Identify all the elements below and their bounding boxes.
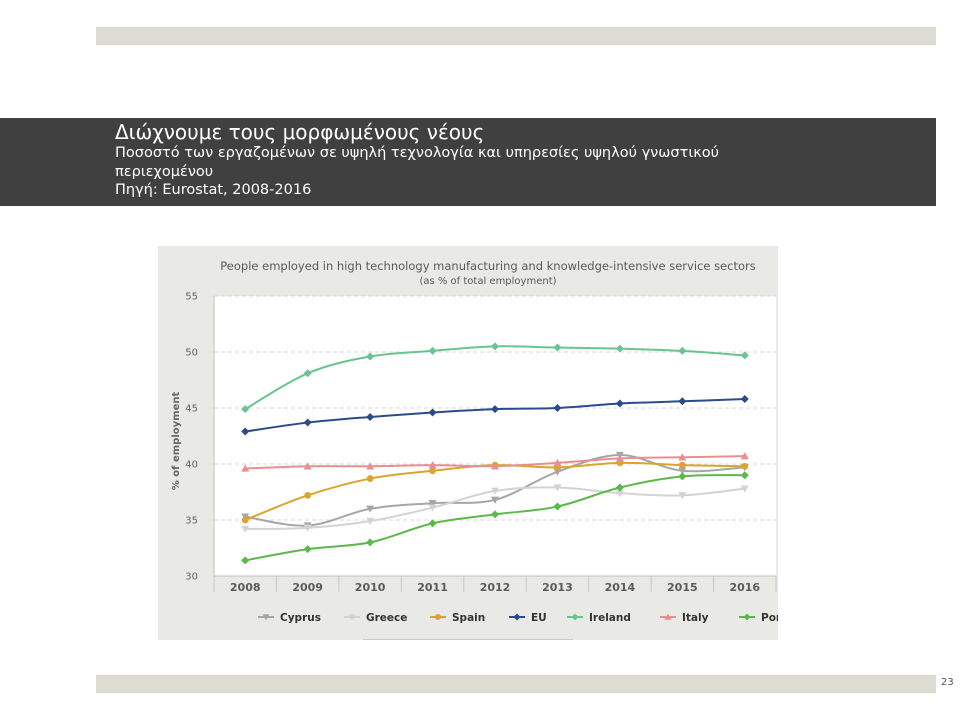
data-point bbox=[664, 613, 672, 620]
data-point bbox=[366, 352, 375, 361]
x-tick-label: 2013 bbox=[542, 581, 573, 594]
data-point bbox=[366, 538, 375, 547]
data-point bbox=[491, 462, 499, 470]
chart-container: People employed in high technology manuf… bbox=[158, 246, 778, 640]
data-point bbox=[553, 468, 562, 476]
data-point bbox=[428, 461, 437, 469]
data-point bbox=[615, 483, 624, 492]
data-point bbox=[553, 484, 562, 492]
y-tick-label: 40 bbox=[185, 460, 198, 471]
data-point bbox=[241, 464, 250, 472]
data-point bbox=[428, 408, 437, 417]
data-point bbox=[262, 614, 270, 621]
data-point bbox=[678, 461, 686, 469]
line-chart: People employed in high technology manuf… bbox=[158, 246, 778, 640]
data-point bbox=[428, 346, 437, 355]
data-point bbox=[241, 556, 250, 565]
data-point bbox=[366, 462, 375, 470]
data-point bbox=[678, 467, 687, 475]
slide-subtitle: Ποσοστό των εργαζομένων σε υψηλή τεχνολο… bbox=[115, 145, 720, 180]
legend-label: Spain bbox=[452, 612, 485, 624]
data-point bbox=[741, 462, 749, 470]
chart-subtitle: (as % of total employment) bbox=[419, 276, 556, 287]
data-point bbox=[348, 614, 356, 621]
data-point bbox=[366, 517, 375, 526]
x-tick-label: 2011 bbox=[417, 581, 448, 594]
x-tick-label: 2008 bbox=[230, 581, 261, 594]
data-point bbox=[678, 397, 687, 406]
data-point bbox=[429, 467, 436, 475]
data-point bbox=[740, 351, 749, 360]
data-point bbox=[303, 418, 312, 427]
x-tick-label: 2016 bbox=[729, 581, 760, 594]
data-point bbox=[678, 492, 687, 500]
legend-label: EU bbox=[531, 612, 547, 624]
data-point bbox=[513, 613, 521, 621]
data-point bbox=[615, 344, 624, 353]
data-point bbox=[491, 405, 499, 414]
data-point bbox=[740, 395, 749, 404]
x-tick-label: 2010 bbox=[355, 581, 386, 594]
data-point bbox=[241, 516, 249, 524]
x-tick-label: 2015 bbox=[667, 581, 698, 594]
data-point bbox=[571, 613, 579, 621]
y-tick-label: 55 bbox=[185, 292, 198, 303]
y-tick-label: 45 bbox=[185, 404, 198, 415]
title-band: Διώχνουμε τους μορφωμένους νέους Ποσοστό… bbox=[0, 118, 936, 206]
data-point bbox=[303, 462, 312, 470]
legend-label: Portugal bbox=[761, 612, 778, 624]
data-point bbox=[303, 545, 312, 554]
data-point bbox=[491, 510, 499, 519]
data-point bbox=[678, 346, 687, 355]
data-point bbox=[553, 502, 562, 511]
x-tick-label: 2012 bbox=[480, 581, 511, 594]
data-point bbox=[678, 472, 687, 481]
data-point bbox=[366, 475, 374, 482]
legend-label: Cyprus bbox=[280, 612, 321, 624]
data-point bbox=[241, 525, 250, 533]
slide-source: Πηγή: Eurostat, 2008-2016 bbox=[115, 182, 312, 198]
legend-label: Italy bbox=[682, 612, 709, 624]
data-point bbox=[615, 399, 624, 408]
data-point bbox=[428, 500, 437, 508]
data-point bbox=[366, 412, 375, 421]
data-point bbox=[491, 487, 499, 495]
data-point bbox=[366, 505, 375, 513]
data-point bbox=[435, 614, 441, 620]
top-accent-bar bbox=[96, 27, 936, 45]
data-point bbox=[740, 471, 749, 480]
plot-area bbox=[214, 296, 776, 576]
data-point bbox=[241, 405, 250, 414]
data-point bbox=[428, 519, 437, 528]
data-point bbox=[303, 524, 312, 532]
x-tick-label: 2009 bbox=[292, 581, 323, 594]
legend-label: Greece bbox=[366, 612, 407, 624]
data-point bbox=[304, 491, 312, 499]
chart-title: People employed in high technology manuf… bbox=[220, 259, 755, 273]
data-point bbox=[241, 427, 250, 436]
y-tick-label: 35 bbox=[185, 516, 198, 527]
data-point bbox=[303, 369, 312, 378]
slide-headline: Διώχνουμε τους μορφωμένους νέους bbox=[115, 120, 485, 144]
bottom-accent-bar bbox=[96, 675, 936, 693]
data-point bbox=[491, 496, 499, 504]
data-point bbox=[615, 489, 624, 498]
page-number: 23 bbox=[941, 677, 954, 688]
data-point bbox=[553, 404, 562, 412]
data-point bbox=[740, 485, 749, 493]
x-tick-label: 2014 bbox=[605, 581, 636, 594]
data-point bbox=[615, 454, 624, 462]
data-point bbox=[553, 343, 562, 352]
data-point bbox=[553, 458, 562, 467]
data-point bbox=[743, 613, 751, 621]
data-point bbox=[740, 452, 749, 460]
y-tick-label: 50 bbox=[185, 348, 198, 359]
data-point bbox=[678, 453, 687, 461]
legend-label: Ireland bbox=[589, 612, 631, 624]
y-tick-label: 30 bbox=[185, 572, 198, 583]
data-point bbox=[491, 342, 499, 351]
data-point bbox=[428, 504, 437, 512]
y-axis-label: % of employment bbox=[171, 392, 182, 491]
